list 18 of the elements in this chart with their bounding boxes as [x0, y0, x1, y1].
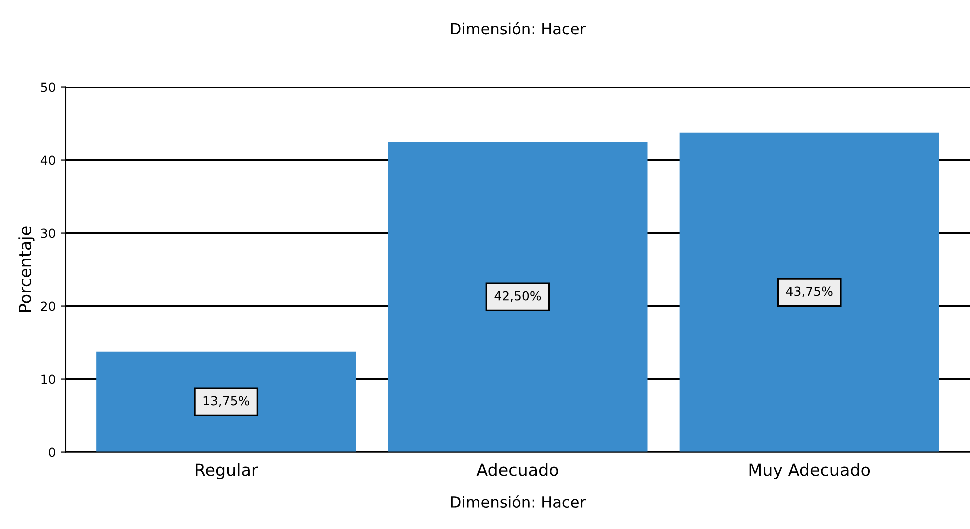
bar — [96, 352, 356, 452]
x-tick-label: Muy Adecuado — [750, 463, 870, 480]
x-tick-label: Regular — [196, 463, 258, 480]
data-label: 43,75% — [786, 286, 833, 298]
y-tick-label: 10 — [42, 374, 56, 384]
x-tick-label: Adecuado — [476, 463, 558, 476]
y-tick-label: 30 — [41, 228, 56, 238]
data-label: 13,75% — [204, 396, 250, 408]
x-axis-title: Dimensión: Hacer — [451, 496, 586, 508]
y-tick-label: 40 — [40, 156, 56, 166]
y-tick-label: 0 — [49, 448, 56, 458]
chart-title: Dimensión: Hacer — [451, 22, 586, 35]
y-tick-label: 50 — [41, 82, 56, 92]
y-axis-title: Porcentaje — [18, 226, 35, 312]
data-label: 42,50% — [494, 291, 542, 302]
bar — [388, 142, 648, 452]
bar — [680, 132, 940, 452]
y-tick-label: 20 — [41, 302, 56, 312]
